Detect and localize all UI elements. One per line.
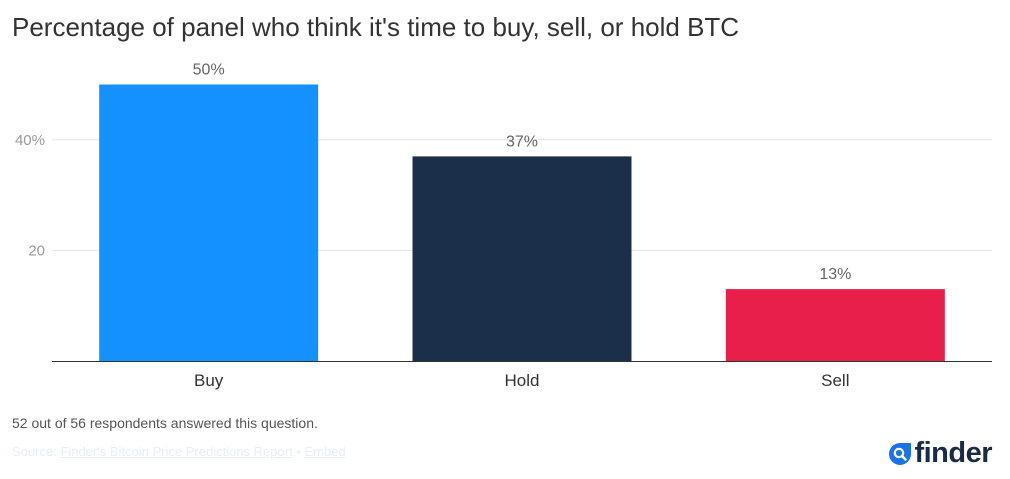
bar: [99, 84, 319, 361]
embed-link[interactable]: Embed: [304, 444, 346, 459]
x-tick-label: Sell: [821, 371, 849, 390]
data-label: 37%: [506, 133, 538, 150]
source-prefix: Source:: [12, 444, 57, 459]
source-line: Source: Finder's Bitcoin Price Predictio…: [12, 444, 346, 459]
data-label: 13%: [819, 266, 851, 283]
bar: [725, 289, 945, 361]
respondents-note: 52 out of 56 respondents answered this q…: [12, 415, 318, 431]
y-tick-label: 40%: [15, 132, 45, 149]
x-tick-label: Buy: [194, 371, 224, 390]
bar-chart: 20 40% 50% Buy 37% Hold 13% Sell: [15, 62, 992, 390]
source-separator: •: [296, 444, 301, 459]
y-tick-label: 20: [28, 242, 45, 259]
magnifier-icon: [889, 442, 912, 465]
finder-logo[interactable]: finder: [888, 437, 992, 470]
chart-title: Percentage of panel who think it's time …: [12, 12, 740, 42]
data-label: 50%: [193, 62, 225, 79]
brand-name: finder: [914, 437, 992, 469]
x-tick-label: Hold: [505, 371, 540, 390]
bar: [412, 156, 632, 361]
source-link[interactable]: Finder's Bitcoin Price Predictions Repor…: [60, 444, 293, 459]
